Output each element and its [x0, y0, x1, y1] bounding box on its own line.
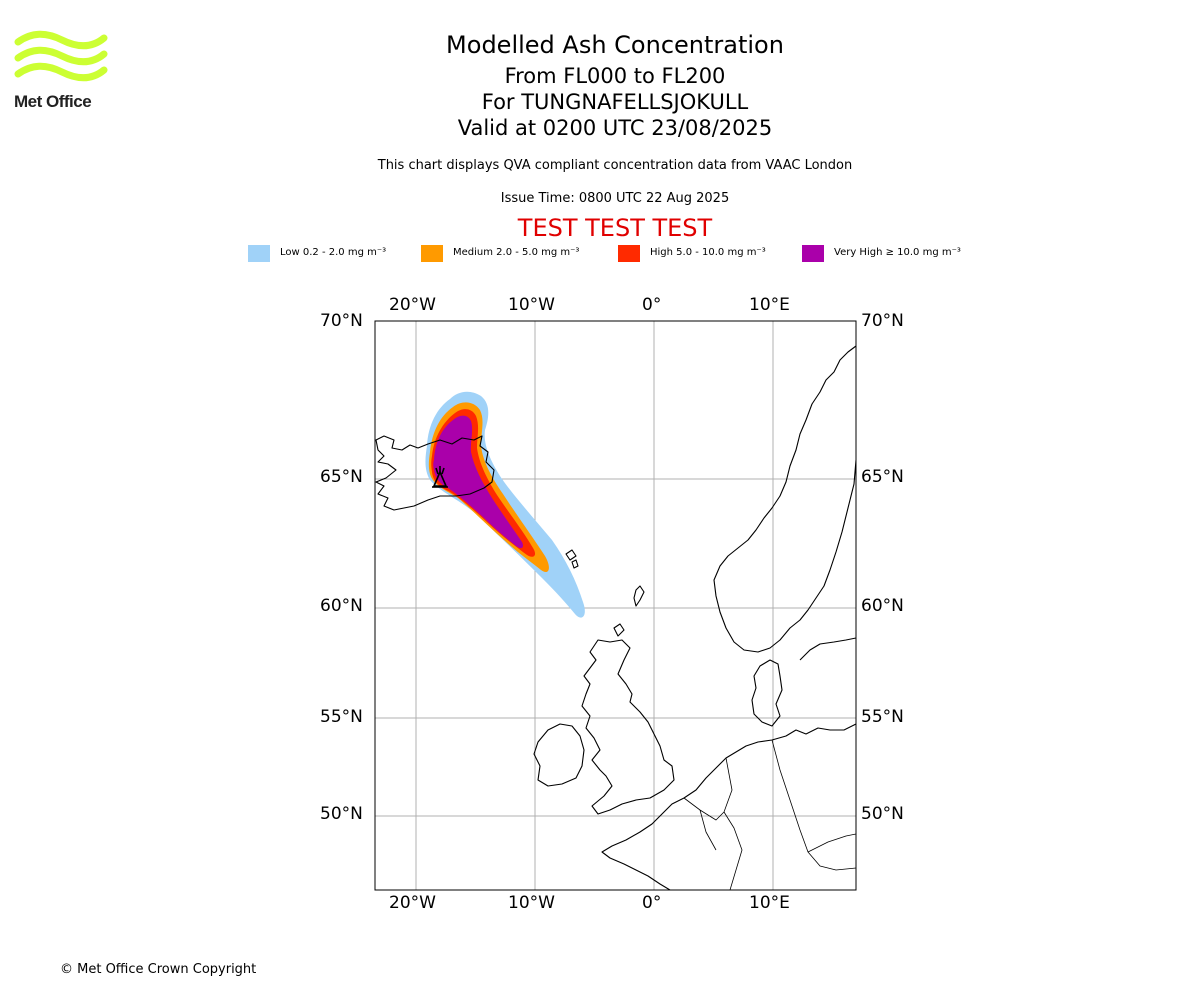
ash-very-high: [433, 415, 524, 549]
test-banner: TEST TEST TEST: [517, 214, 713, 242]
lat-tick-right: 55°N: [861, 707, 904, 727]
legend-label-very-high: Very High ≥ 10.0 mg m⁻³: [834, 247, 961, 258]
copyright: © Met Office Crown Copyright: [60, 962, 257, 977]
issue-time: Issue Time: 0800 UTC 22 Aug 2025: [500, 191, 730, 206]
coastline-europe: [601, 723, 856, 890]
volcano-name: For TUNGNAFELLSJOKULL: [481, 90, 749, 114]
legend-label-high: High 5.0 - 10.0 mg m⁻³: [650, 247, 766, 258]
met-office-waves-icon: [14, 30, 108, 82]
met-office-logo: Met Office: [14, 30, 110, 112]
lon-tick-bottom: 10°W: [508, 893, 555, 913]
legend-label-medium: Medium 2.0 - 5.0 mg m⁻³: [453, 247, 580, 258]
lon-tick-top: 0°: [642, 295, 662, 315]
coastline-great-britain: [581, 639, 675, 815]
lon-tick-bottom: 10°E: [749, 893, 790, 913]
lon-tick-top: 10°W: [508, 295, 555, 315]
coastline-ireland: [533, 723, 585, 787]
coastline-iceland: [375, 435, 495, 511]
lat-tick-left: 55°N: [320, 707, 363, 727]
coastline-shetland: [633, 585, 645, 607]
lon-tick-bottom: 0°: [642, 893, 662, 913]
lat-tick-left: 50°N: [320, 804, 363, 824]
flight-levels: From FL000 to FL200: [504, 64, 726, 88]
valid-time: Valid at 0200 UTC 23/08/2025: [457, 116, 773, 140]
coastline-faroe: [565, 549, 579, 569]
legend-swatch-very-high: [802, 245, 824, 262]
volcano-plume: [435, 466, 445, 475]
coastline-denmark: [751, 659, 783, 727]
lon-tick-top: 20°W: [389, 295, 436, 315]
chart-title: Modelled Ash Concentration: [446, 31, 784, 59]
coastline-norway: [713, 345, 856, 653]
description: This chart displays QVA compliant concen…: [377, 158, 853, 173]
lat-tick-right: 70°N: [861, 311, 904, 331]
lat-tick-right: 65°N: [861, 467, 904, 487]
logo-text: Met Office: [14, 92, 92, 111]
coastline-sweden: [799, 637, 856, 661]
legend-swatch-medium: [421, 245, 443, 262]
volcano-icon: [432, 466, 448, 488]
lat-tick-right: 60°N: [861, 596, 904, 616]
lat-tick-left: 65°N: [320, 467, 363, 487]
map-frame: [374, 320, 857, 891]
lat-tick-right: 50°N: [861, 804, 904, 824]
legend-label-low: Low 0.2 - 2.0 mg m⁻³: [280, 247, 387, 258]
legend-swatch-low: [248, 245, 270, 262]
lon-tick-top: 10°E: [749, 295, 790, 315]
country-borders: [683, 739, 856, 890]
coastlines: [375, 345, 856, 890]
volcano-cone: [432, 469, 448, 487]
legend-swatch-high: [618, 245, 640, 262]
lat-tick-left: 60°N: [320, 596, 363, 616]
coastline-orkney: [613, 623, 625, 637]
lon-tick-bottom: 20°W: [389, 893, 436, 913]
lat-tick-left: 70°N: [320, 311, 363, 331]
